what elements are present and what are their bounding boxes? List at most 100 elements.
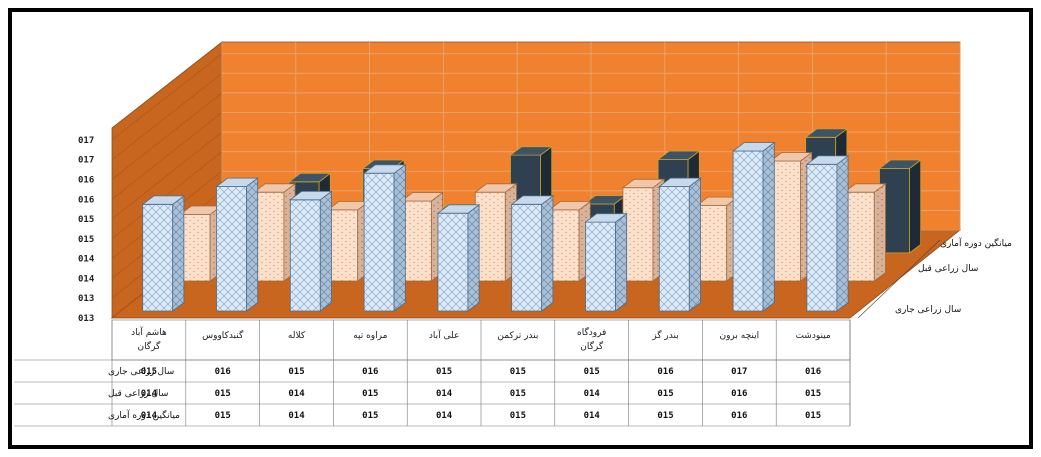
table-cell: 015	[657, 389, 673, 399]
bars	[141, 128, 922, 312]
gridline-side	[111, 73, 223, 160]
bar-top	[362, 164, 407, 174]
bar	[215, 177, 259, 312]
gridline-side	[111, 131, 223, 220]
y-tick-label: 016	[78, 195, 94, 205]
data-table: هاشم آباد گرگان گنبدکاووس کلاله مراوه تپه علی…	[14, 319, 851, 427]
bar-front	[622, 187, 654, 282]
table-cell: 014	[584, 389, 601, 399]
bar-top	[215, 177, 259, 187]
category-label: گنبدکاووس	[202, 329, 244, 341]
table-cell: 016	[805, 367, 821, 377]
table-cell: 016	[731, 411, 747, 421]
bar-top	[731, 142, 776, 152]
bar-front	[401, 200, 432, 282]
table-cell: 015	[141, 367, 157, 377]
bar	[252, 183, 297, 282]
y-tick-label: 013	[78, 314, 94, 324]
bar-front	[179, 213, 211, 282]
bar-side	[246, 177, 259, 312]
table-cell: 016	[215, 367, 231, 377]
bar-top	[509, 146, 553, 156]
gridline-side	[111, 53, 223, 141]
bar-top	[289, 190, 333, 201]
bar-front	[474, 191, 506, 282]
table-row-label: سال زراعی قبل	[108, 389, 168, 399]
category-label: علی آباد	[429, 329, 459, 341]
bar	[878, 159, 922, 254]
bar-top	[287, 172, 332, 183]
bar-side	[541, 195, 554, 312]
bar-side	[762, 141, 775, 312]
table-cell: 015	[362, 389, 378, 399]
category-label: بندر گز	[651, 329, 678, 341]
table-cell: 014	[288, 411, 305, 421]
table-cell: 015	[288, 367, 304, 377]
bar-top	[510, 195, 555, 205]
bar	[731, 141, 776, 312]
table-cell: 015	[584, 367, 600, 377]
gridline-side	[111, 112, 223, 200]
bar-side	[393, 164, 406, 312]
bar-top	[769, 152, 813, 162]
bar-side	[467, 204, 480, 312]
bar	[658, 177, 702, 312]
y-tick-label: 014	[78, 274, 95, 284]
table-cell: 014	[141, 389, 158, 399]
y-tick-label: 017	[78, 136, 94, 146]
category-label: اینچه برون	[719, 331, 759, 341]
bar-top	[400, 192, 444, 202]
table-cell: 014	[436, 389, 453, 399]
bar-side	[688, 177, 701, 312]
table-cell: 015	[657, 411, 673, 421]
table-cell: 016	[657, 367, 673, 377]
table-cell: 015	[805, 389, 821, 399]
depth-label: سال زراعی قبل	[918, 264, 978, 274]
depth-label: میانگین دوره آماری	[940, 237, 1012, 249]
bar-front	[216, 186, 247, 312]
bar-top	[621, 178, 666, 189]
bar-front	[770, 160, 801, 282]
bar-front	[142, 203, 174, 312]
bar-front	[732, 150, 764, 312]
bar-top	[474, 183, 518, 193]
bar	[843, 183, 887, 282]
bar-top	[658, 177, 702, 187]
bar	[362, 164, 407, 312]
bar-front	[696, 205, 728, 282]
bar-front	[511, 203, 543, 312]
bar	[178, 205, 223, 282]
bar-side	[319, 190, 332, 312]
y-tick-label: 014	[78, 255, 95, 265]
category-label: بندر ترکمن	[497, 331, 538, 341]
category-line: گرگان	[580, 340, 604, 352]
gridline-side	[111, 151, 223, 240]
bar	[436, 204, 481, 312]
table-cell: 015	[362, 411, 378, 421]
bar	[289, 190, 333, 312]
bar-front	[327, 209, 359, 282]
bar-top	[805, 155, 850, 165]
bar-top	[584, 213, 628, 223]
depth-label: سال زراعی جاری	[895, 305, 961, 315]
table-cell: 015	[215, 389, 231, 399]
table-row-label: میانگین دوره آماری	[108, 409, 180, 421]
table-cell: 015	[510, 389, 526, 399]
bar-top	[436, 204, 481, 214]
bar	[474, 183, 518, 282]
table-cell: 015	[510, 411, 526, 421]
y-tick-label: 013	[78, 294, 94, 304]
bar	[400, 191, 444, 282]
bar-side	[615, 212, 628, 312]
bar	[805, 155, 850, 312]
bar-front	[843, 191, 875, 282]
table-cell: 015	[215, 411, 231, 421]
category-label: مراوه تپه	[353, 331, 387, 341]
category-line: گرگان	[137, 340, 161, 352]
bar	[695, 196, 740, 282]
bar-front	[548, 209, 580, 282]
bar-side	[172, 195, 185, 312]
bar	[621, 178, 666, 282]
category-label: فرودگاه گرگان	[577, 326, 606, 352]
